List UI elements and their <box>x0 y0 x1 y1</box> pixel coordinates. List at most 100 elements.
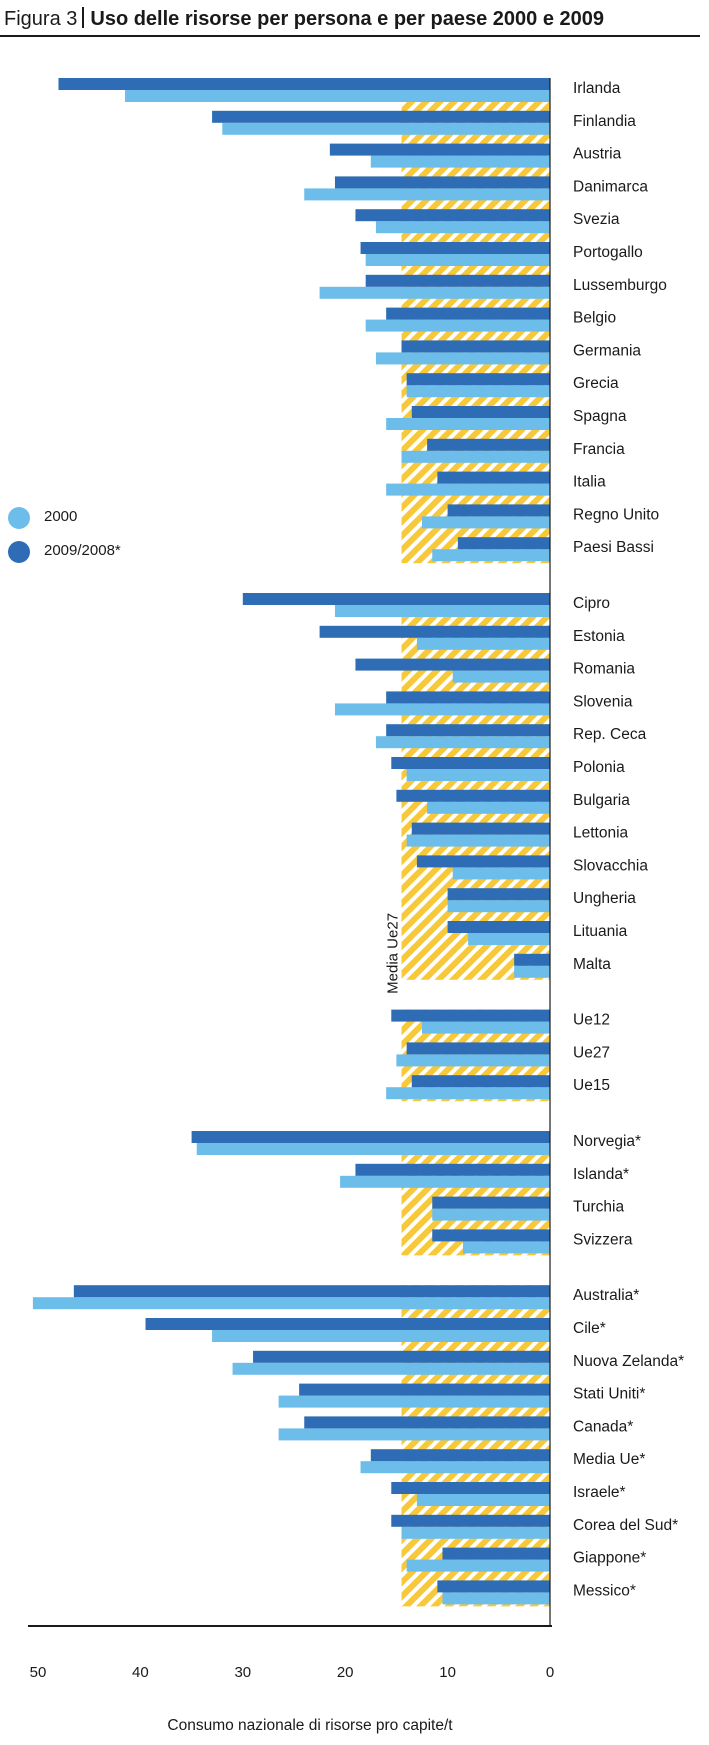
category-label: Norvegia* <box>573 1133 641 1150</box>
legend: 2000 2009/2008* <box>8 503 158 571</box>
bar-2009 <box>73 1285 550 1298</box>
category-label: Malta <box>573 956 611 973</box>
category-label: Giappone* <box>573 1550 646 1567</box>
bar-2009 <box>212 110 550 123</box>
bar-2000 <box>360 1461 550 1474</box>
bar-2009 <box>299 1383 550 1396</box>
category-label: Paesi Bassi <box>573 539 654 556</box>
bar-2009 <box>391 1514 550 1527</box>
bar-2000 <box>370 155 550 168</box>
bar-2000 <box>278 1428 550 1441</box>
bar-2000 <box>386 483 550 496</box>
bar-2009 <box>386 691 550 704</box>
bar-2000 <box>468 933 550 945</box>
bar-2000 <box>416 1494 550 1506</box>
bar-2009 <box>355 1163 550 1176</box>
bar-2009 <box>386 724 550 737</box>
category-label: Grecia <box>573 375 619 392</box>
category-label: Italia <box>573 474 606 491</box>
bar-2000 <box>319 286 550 299</box>
category-label: Romania <box>573 661 635 678</box>
category-label: Austria <box>573 146 622 163</box>
legend-label: 2009/2008* <box>44 542 121 559</box>
category-label: Turchia <box>573 1199 624 1216</box>
bar-2009 <box>514 953 550 966</box>
category-label: Irlanda <box>573 80 621 97</box>
category-label: Media Ue* <box>573 1451 645 1468</box>
bar-2009 <box>391 1009 550 1022</box>
bar-2009 <box>355 209 550 222</box>
category-label: Finlandia <box>573 113 636 130</box>
legend-swatch-2000 <box>8 507 30 529</box>
bar-2000 <box>406 769 550 781</box>
bar-2000 <box>422 1021 550 1034</box>
bar-2000 <box>278 1395 550 1408</box>
bar-2009 <box>447 888 550 901</box>
bar-2009 <box>334 176 550 189</box>
category-label: Germania <box>573 342 641 359</box>
bar-2000 <box>334 703 550 716</box>
bar-2009 <box>442 1547 550 1560</box>
bar-2000 <box>365 254 550 266</box>
category-label: Australia* <box>573 1287 639 1304</box>
bar-2000 <box>125 90 550 102</box>
x-tick-label: 30 <box>234 1664 251 1681</box>
category-label: Svizzera <box>573 1231 633 1248</box>
bar-2000 <box>462 1241 550 1254</box>
category-label: Portogallo <box>573 244 643 261</box>
chart-title: Uso delle risorse per persona e per paes… <box>90 8 604 30</box>
category-label: Stati Uniti* <box>573 1386 645 1403</box>
bar-2000 <box>365 319 550 332</box>
bar-2009 <box>242 593 551 605</box>
category-label: Regno Unito <box>573 506 659 523</box>
category-label: Ue15 <box>573 1077 610 1094</box>
category-label: Nuova Zelanda* <box>573 1353 684 1370</box>
bar-2000 <box>386 1087 550 1100</box>
bar-2000 <box>375 352 550 365</box>
bar-2009 <box>365 274 550 287</box>
bar-2000 <box>196 1143 550 1155</box>
category-label: Belgio <box>573 310 616 327</box>
category-label: Ungheria <box>573 890 636 907</box>
bar-2000 <box>232 1362 550 1375</box>
bar-2009 <box>406 1042 550 1055</box>
bar-2000 <box>447 900 550 913</box>
category-label: Canada* <box>573 1418 633 1435</box>
bar-2000 <box>334 605 550 617</box>
bar-2000 <box>340 1175 550 1188</box>
category-label: Lettonia <box>573 825 629 842</box>
x-tick-label: 20 <box>337 1664 354 1681</box>
category-label: Slovenia <box>573 693 633 710</box>
figure-title: Figura 3 Uso delle risorse per persona e … <box>4 4 704 34</box>
bar-2009 <box>355 658 550 671</box>
bar-2000 <box>222 122 550 135</box>
bar-2000 <box>32 1297 550 1310</box>
bar-2009 <box>411 406 550 418</box>
title-separator <box>82 7 85 28</box>
category-label: Israele* <box>573 1484 626 1501</box>
bar-2000 <box>401 450 550 463</box>
bar-2009 <box>253 1350 551 1363</box>
reference-line-label: Media Ue27 <box>385 913 402 994</box>
bar-2009 <box>396 789 550 802</box>
bar-2009 <box>447 504 550 517</box>
bar-2000 <box>432 549 550 562</box>
bar-2009 <box>386 307 550 320</box>
category-label: Polonia <box>573 759 625 776</box>
bar-2000 <box>422 516 550 529</box>
legend-item-2000: 2000 <box>8 503 158 537</box>
bar-2009 <box>406 373 550 386</box>
category-label: Lussemburgo <box>573 277 667 294</box>
category-label: Bulgaria <box>573 792 630 809</box>
category-label: Messico* <box>573 1582 636 1599</box>
x-tick-label: 10 <box>439 1664 456 1681</box>
bar-2009 <box>457 537 550 550</box>
x-axis-label: Consumo nazionale di risorse pro capite/… <box>167 1717 453 1734</box>
bar-2000 <box>304 188 550 201</box>
bar-2009 <box>432 1196 550 1209</box>
legend-swatch-2009 <box>8 541 30 563</box>
legend-item-2009: 2009/2008* <box>8 537 158 571</box>
bar-2009 <box>447 921 550 933</box>
bar-2009 <box>304 1416 550 1429</box>
